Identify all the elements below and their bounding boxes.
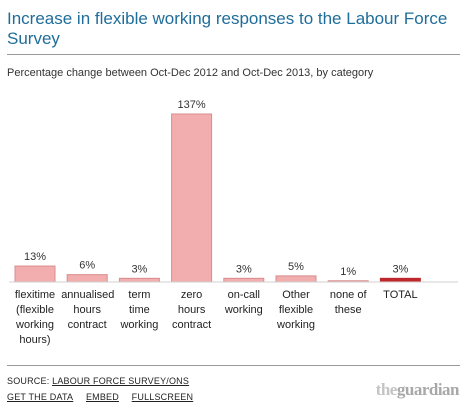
embed-link[interactable]: EMBED (85, 392, 119, 402)
get-the-data-link[interactable]: GET THE DATA (7, 392, 74, 402)
source-line: SOURCE: LABOUR FORCE SURVEY/ONS (7, 376, 189, 386)
footer-divider (7, 365, 460, 366)
value-label-7: 3% (392, 263, 408, 275)
bar-5 (275, 275, 317, 283)
fullscreen-link[interactable]: FULLSCREEN (131, 392, 194, 402)
category-label-6: none of these (329, 289, 367, 316)
source-prefix: SOURCE: (7, 376, 53, 386)
guardian-logo: theguardian (375, 380, 460, 399)
category-label-7: TOTAL (383, 289, 418, 301)
footer-links: GET THE DATA EMBED FULLSCREEN (7, 392, 203, 402)
bar-1 (66, 274, 108, 283)
bar-4 (223, 277, 265, 283)
value-label-3: 137% (178, 99, 206, 111)
bar-2 (118, 277, 160, 283)
category-label-1: annualised hours contract (61, 289, 115, 331)
chart-title: Increase in flexible working responses t… (7, 9, 448, 48)
bar-3 (171, 113, 213, 283)
category-label-3: zero hours contract (172, 289, 212, 331)
category-label-4: on-call working (224, 289, 263, 316)
category-label-0: flexitime (flexible working hours) (14, 289, 56, 346)
value-label-2: 3% (131, 263, 147, 275)
value-label-6: 1% (340, 266, 356, 278)
category-label-2: term time working (120, 289, 159, 331)
title-divider (7, 54, 460, 55)
value-label-5: 5% (288, 261, 304, 273)
source-link[interactable]: LABOUR FORCE SURVEY/ONS (52, 376, 190, 386)
value-label-1: 6% (79, 260, 95, 272)
bar-7 (379, 277, 421, 283)
category-label-5: Other flexible working (277, 289, 315, 331)
chart-subtitle: Percentage change between Oct-Dec 2012 a… (7, 67, 374, 79)
value-label-0: 13% (24, 251, 46, 263)
bar-0 (14, 265, 56, 283)
value-label-4: 3% (236, 263, 252, 275)
